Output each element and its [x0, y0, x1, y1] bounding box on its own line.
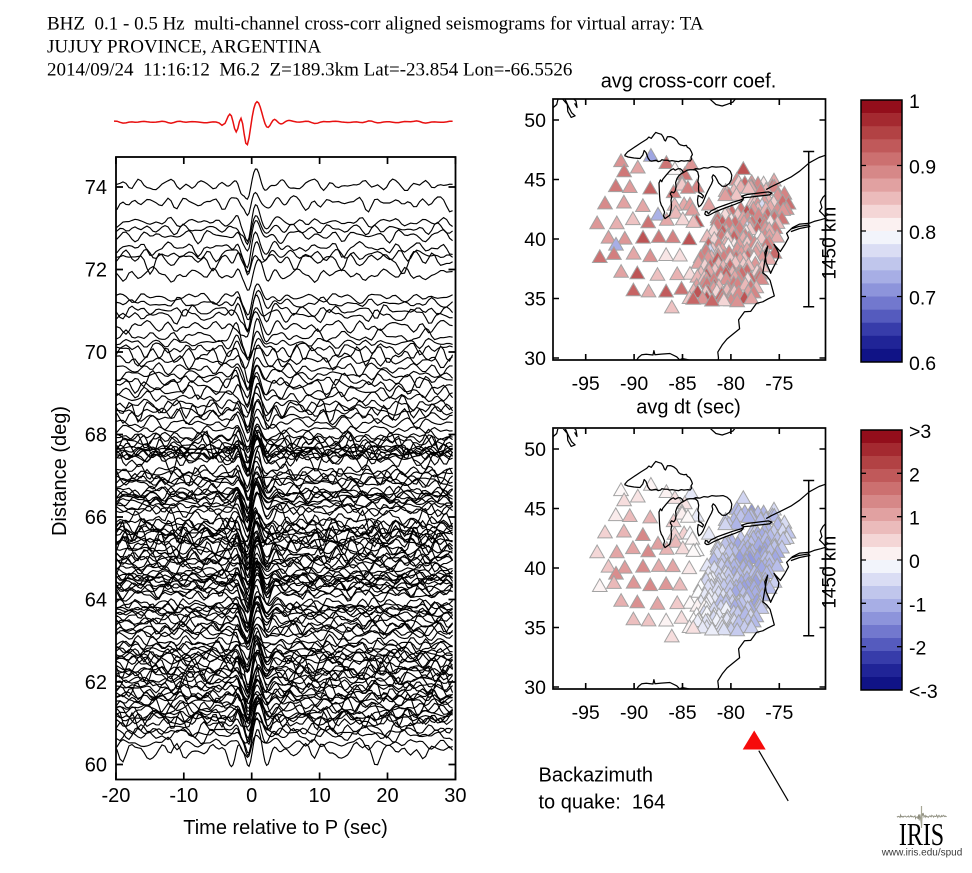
svg-text:64: 64 [85, 590, 107, 612]
svg-text:0: 0 [246, 785, 257, 807]
svg-text:0.9: 0.9 [909, 157, 936, 179]
svg-text:BHZ 0.1 - 0.5 Hz multi-chann: BHZ 0.1 - 0.5 Hz multi-channel cross-cor… [47, 14, 704, 35]
svg-text:0.7: 0.7 [909, 288, 936, 310]
svg-text:35: 35 [524, 289, 546, 311]
svg-text:30: 30 [524, 677, 546, 699]
svg-text:-90: -90 [620, 702, 648, 724]
svg-text:30: 30 [524, 348, 546, 370]
svg-text:0: 0 [909, 551, 920, 573]
svg-text:70: 70 [85, 342, 107, 364]
svg-text:-95: -95 [572, 702, 600, 724]
svg-text:0.8: 0.8 [909, 222, 936, 244]
svg-text:Time relative to P (sec): Time relative to P (sec) [183, 817, 388, 839]
svg-text:66: 66 [85, 507, 107, 529]
svg-text:74: 74 [85, 177, 107, 199]
svg-text:20: 20 [376, 785, 398, 807]
svg-text:avg dt (sec): avg dt (sec) [636, 397, 740, 419]
svg-text:62: 62 [85, 672, 107, 694]
svg-text:-85: -85 [668, 702, 696, 724]
svg-text:>3: >3 [909, 421, 931, 443]
svg-text:-90: -90 [620, 373, 648, 395]
svg-text:-1: -1 [909, 594, 926, 616]
svg-text:35: 35 [524, 618, 546, 640]
svg-text:72: 72 [85, 260, 107, 282]
svg-text:45: 45 [524, 499, 546, 521]
svg-text:45: 45 [524, 170, 546, 192]
svg-text:50: 50 [524, 110, 546, 132]
svg-text:0.6: 0.6 [909, 353, 936, 375]
svg-text:www.iris.edu/spud: www.iris.edu/spud [881, 848, 963, 859]
svg-text:avg cross-corr coef.: avg cross-corr coef. [601, 71, 777, 93]
svg-text:<-3: <-3 [909, 681, 938, 703]
svg-text:10: 10 [308, 785, 330, 807]
svg-text:2: 2 [909, 464, 920, 486]
svg-text:40: 40 [524, 558, 546, 580]
svg-text:-10: -10 [169, 785, 198, 807]
svg-text:1: 1 [909, 508, 920, 530]
svg-text:-2: -2 [909, 638, 926, 660]
svg-text:IRIS: IRIS [899, 818, 944, 853]
svg-text:to quake: 164: to quake: 164 [539, 791, 666, 813]
svg-text:60: 60 [85, 755, 107, 777]
svg-text:-75: -75 [765, 702, 793, 724]
svg-text:-95: -95 [572, 373, 600, 395]
svg-text:68: 68 [85, 425, 107, 447]
svg-text:-80: -80 [717, 373, 745, 395]
svg-text:1450 km: 1450 km [820, 207, 841, 280]
svg-text:50: 50 [524, 439, 546, 461]
svg-text:2014/09/24 11:16:12 M6.2 Z=: 2014/09/24 11:16:12 M6.2 Z=189.3km Lat=-… [47, 60, 572, 81]
svg-text:JUJUY PROVINCE, ARGENTINA: JUJUY PROVINCE, ARGENTINA [47, 37, 322, 58]
svg-text:-85: -85 [668, 373, 696, 395]
svg-text:-75: -75 [765, 373, 793, 395]
svg-text:40: 40 [524, 229, 546, 251]
svg-text:-80: -80 [717, 702, 745, 724]
svg-text:Backazimuth: Backazimuth [539, 765, 654, 787]
svg-text:30: 30 [444, 785, 466, 807]
svg-text:Distance (deg): Distance (deg) [49, 406, 71, 536]
svg-text:-20: -20 [101, 785, 130, 807]
svg-text:1450 km: 1450 km [820, 536, 841, 609]
svg-text:1: 1 [909, 91, 920, 113]
